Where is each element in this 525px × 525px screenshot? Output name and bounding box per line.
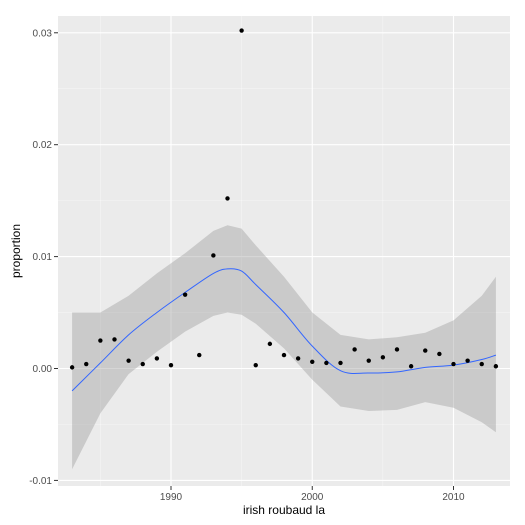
data-point [126,358,131,363]
data-point [479,361,484,367]
data-point [211,253,216,258]
data-point [84,361,89,367]
data-points [69,28,499,370]
data-point [267,341,273,347]
data-point [112,337,117,342]
data-point [408,364,414,369]
data-point [295,356,301,361]
data-point [225,196,230,201]
data-point [451,361,456,367]
data-point [154,356,160,361]
y-tick-label: 0.03 [33,28,53,39]
data-point [281,352,287,358]
major-gridlines [58,16,510,486]
data-point [182,292,188,297]
y-tick-label: -0.01 [29,476,52,487]
data-point [493,364,499,369]
data-point [253,362,258,368]
data-point [437,351,442,357]
x-axis-title: irish roubaud la [243,503,325,517]
x-tick-label: 2000 [301,492,324,503]
data-point [380,355,386,360]
y-axis-ticks: -0.01 0.00 0.01 0.02 0.03 [29,28,58,487]
data-point [168,362,174,368]
plot-panel [58,16,510,486]
data-point [324,360,329,366]
data-point [140,361,145,367]
data-point [366,358,371,363]
data-point [197,352,202,358]
smooth-trend-line [71,268,497,392]
data-point [352,347,357,352]
y-axis-title: proportion [9,224,23,278]
data-point [394,347,400,352]
data-point [423,348,428,353]
data-point [310,359,315,364]
data-point [239,28,244,33]
x-tick-label: 2010 [442,492,465,503]
y-tick-label: 0.02 [33,140,53,151]
x-tick-label: 1990 [160,492,183,503]
data-point [338,360,343,366]
data-point [98,338,103,343]
y-tick-label: 0.01 [33,252,53,263]
confidence-band [72,225,496,470]
x-axis-ticks: 1990 2000 2010 [160,486,465,503]
data-point [69,365,75,370]
y-tick-label: 0.00 [33,364,53,375]
data-point [465,358,470,363]
